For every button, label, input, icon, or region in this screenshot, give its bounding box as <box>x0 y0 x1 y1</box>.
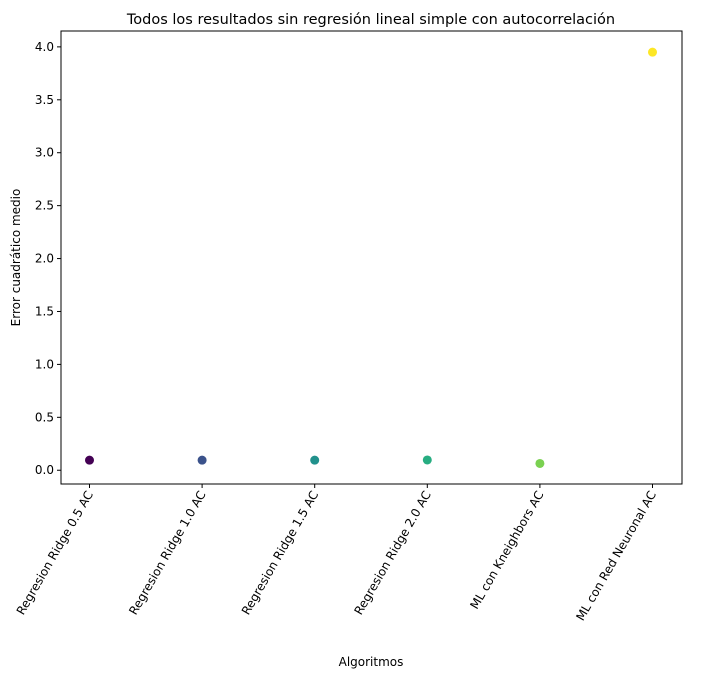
x-tick-label: Regresion Ridge 1.5 AC <box>239 489 321 618</box>
data-point <box>197 455 207 465</box>
y-axis-label: Error cuadrático medio <box>9 189 23 327</box>
data-points <box>85 47 657 468</box>
y-tick-label: 4.0 <box>35 40 54 54</box>
y-tick-label: 0.5 <box>35 410 54 424</box>
y-tick-label: 1.5 <box>35 304 54 318</box>
chart-title: Todos los resultados sin regresión linea… <box>126 12 615 28</box>
y-tick-label: 2.5 <box>35 199 54 213</box>
data-point <box>422 455 432 465</box>
plot-frame <box>60 30 683 485</box>
x-tick-label: Regresion Ridge 2.0 AC <box>351 489 433 618</box>
x-tick-label: Regresion Ridge 0.5 AC <box>14 489 96 618</box>
data-point <box>648 47 657 57</box>
data-point <box>535 458 545 468</box>
y-tick-label: 2.0 <box>35 252 54 266</box>
y-tick-label: 1.0 <box>35 357 54 371</box>
x-axis-label: Algoritmos <box>339 655 404 669</box>
data-point <box>85 455 94 465</box>
y-axis: 0.0 0.5 1.0 1.5 2.0 2.5 3.0 3.5 4.0 <box>35 40 61 477</box>
x-tick-label: Regresion Ridge 1.0 AC <box>126 489 208 618</box>
x-axis: Regresion Ridge 0.5 AC Regresion Ridge 1.… <box>14 484 659 623</box>
data-point <box>310 455 320 465</box>
x-tick-label: ML con Kneighbors AC <box>467 489 546 612</box>
y-tick-label: 3.0 <box>35 146 54 160</box>
y-tick-label: 3.5 <box>35 93 54 107</box>
y-tick-label: 0.0 <box>35 463 54 477</box>
x-tick-label: ML con Red Neuronal AC <box>573 489 659 624</box>
